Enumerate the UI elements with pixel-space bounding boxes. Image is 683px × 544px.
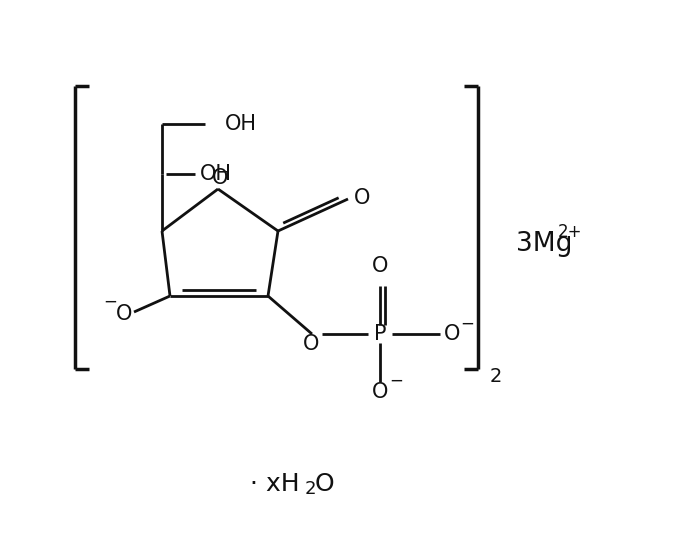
Text: O: O [354, 188, 370, 208]
Text: O: O [212, 168, 228, 188]
Text: O: O [315, 472, 335, 496]
Text: −: − [103, 293, 117, 311]
Text: · xH: · xH [251, 472, 300, 496]
Text: O: O [372, 256, 388, 276]
Text: −: − [389, 372, 403, 390]
Text: OH: OH [225, 114, 257, 134]
Text: −: − [460, 315, 474, 333]
Text: O: O [116, 304, 133, 324]
Text: O: O [444, 324, 460, 344]
Text: 3Mg: 3Mg [516, 231, 572, 257]
Text: 2+: 2+ [558, 223, 583, 241]
Text: O: O [372, 382, 388, 402]
Text: OH: OH [200, 164, 232, 184]
Text: 2: 2 [305, 480, 316, 498]
Text: 2: 2 [490, 368, 503, 386]
Text: O: O [303, 334, 319, 354]
Text: P: P [374, 324, 387, 344]
